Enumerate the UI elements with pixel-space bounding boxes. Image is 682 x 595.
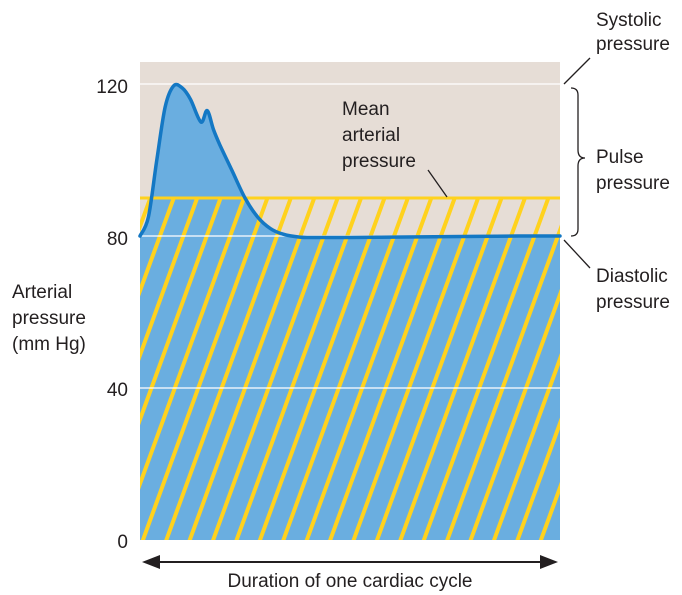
systolic-annotation: Systolic pressure [596,10,670,55]
arterial-pressure-curve [138,82,562,240]
y-tick-label-120: 120 [96,77,128,98]
y-axis-label: Arterial pressure (mm Hg) [12,282,91,355]
mean-pressure-hatch [140,198,560,540]
y-axis-label-line-2: pressure [12,308,86,329]
mean-arterial-annotation: Mean arterial pressure [342,99,416,172]
y-tick-label-0: 0 [117,532,128,553]
y-axis-label-line-1: Arterial [12,282,72,303]
x-axis-double-arrow [142,555,558,569]
pulse-annotation: Pulse pressure [596,147,670,194]
diastolic-annotation: Diastolic pressure [596,266,673,313]
y-axis-label-line-3: (mm Hg) [12,334,86,355]
y-tick-label-80: 80 [107,229,128,250]
systolic-leader [563,57,591,85]
pulse-bracket [570,87,586,237]
x-axis-label: Duration of one cardiac cycle [227,571,472,592]
diastolic-leader [563,239,591,269]
mean-arterial-leader [427,169,448,198]
y-tick-label-40: 40 [107,380,128,401]
